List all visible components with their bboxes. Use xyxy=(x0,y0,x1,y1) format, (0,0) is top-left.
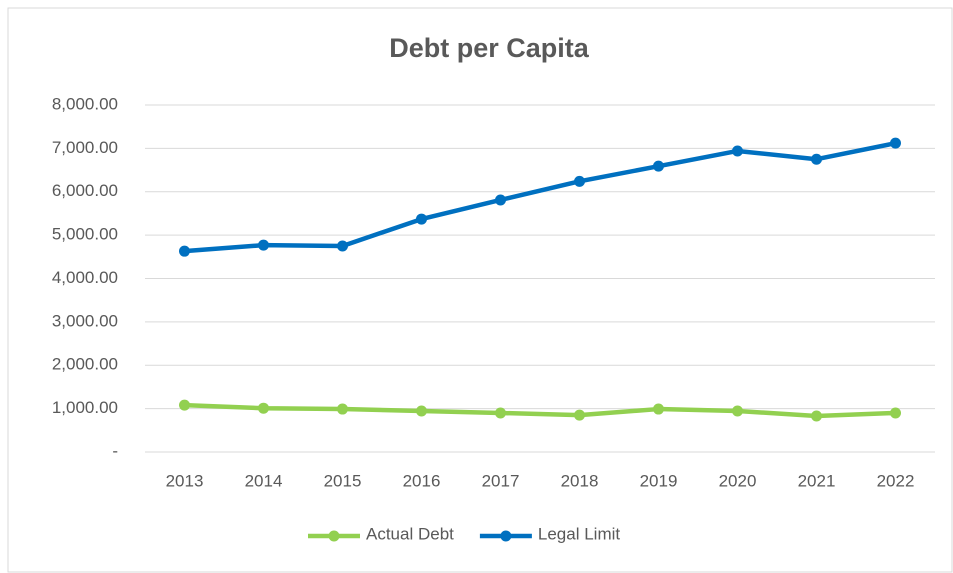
point xyxy=(811,153,822,165)
point xyxy=(337,403,348,415)
point xyxy=(495,194,506,206)
point xyxy=(732,145,743,157)
chart-frame xyxy=(7,7,953,573)
x-tick-label: 2013 xyxy=(166,471,204,490)
point xyxy=(179,245,190,257)
y-tick-label: 6,000.00 xyxy=(52,181,118,200)
x-tick-label: 2015 xyxy=(324,471,362,490)
point xyxy=(732,405,743,417)
point xyxy=(258,402,269,414)
point xyxy=(495,407,506,419)
y-tick-label: 3,000.00 xyxy=(52,311,118,330)
legend-label: Actual Debt xyxy=(366,524,454,543)
point xyxy=(653,403,664,415)
point xyxy=(574,175,585,187)
point xyxy=(653,160,664,172)
y-tick-label: 8,000.00 xyxy=(52,94,118,113)
point xyxy=(337,240,348,252)
series-line xyxy=(184,140,896,254)
x-tick-label: 2017 xyxy=(482,471,520,490)
y-tick-label: 1,000.00 xyxy=(52,398,118,417)
y-tick-label: 2,000.00 xyxy=(52,355,118,374)
point xyxy=(416,213,427,225)
y-tick-label: 4,000.00 xyxy=(52,268,118,287)
point xyxy=(890,137,901,149)
y-tick-label: 7,000.00 xyxy=(52,138,118,157)
point xyxy=(179,399,190,411)
y-tick-label: - xyxy=(112,441,118,460)
y-tick-label: 5,000.00 xyxy=(52,225,118,244)
x-tick-label: 2020 xyxy=(719,471,757,490)
chart-title: Debt per Capita xyxy=(389,33,590,63)
series-line xyxy=(184,402,896,419)
x-tick-label: 2014 xyxy=(245,471,283,490)
legend-label: Legal Limit xyxy=(538,524,620,543)
legend-marker xyxy=(328,530,340,542)
point xyxy=(574,409,585,421)
point xyxy=(258,239,269,251)
x-tick-label: 2018 xyxy=(561,471,599,490)
point xyxy=(811,410,822,422)
point xyxy=(416,405,427,417)
legend-marker xyxy=(500,530,512,542)
x-tick-label: 2019 xyxy=(640,471,678,490)
x-tick-label: 2022 xyxy=(877,471,915,490)
x-tick-label: 2016 xyxy=(403,471,441,490)
x-tick-label: 2021 xyxy=(798,471,836,490)
point xyxy=(890,407,901,419)
